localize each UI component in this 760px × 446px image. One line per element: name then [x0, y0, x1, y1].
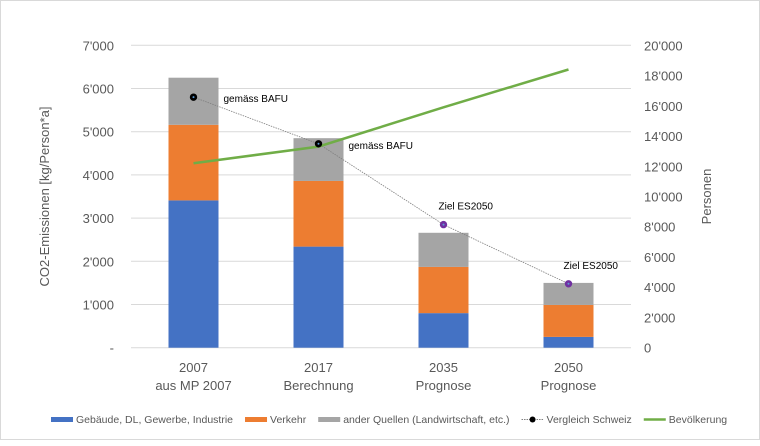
comparison-marker-dot: [192, 96, 195, 99]
population-line: [193, 68, 569, 165]
bar-segment: [168, 77, 219, 125]
bar-segment: [293, 180, 344, 247]
x-tick-label: 2035: [429, 360, 458, 375]
y2-tick-label: 18'000: [644, 69, 683, 84]
y2-tick-label: 10'000: [644, 190, 683, 205]
bar-segment: [168, 200, 219, 348]
y2-tick-label: 14'000: [644, 129, 683, 144]
legend-label: Bevölkerung: [669, 414, 728, 426]
bar-segment: [418, 266, 469, 314]
legend-label: Vergleich Schweiz: [547, 414, 632, 426]
bar-segment: [543, 304, 594, 337]
y2-tick-label: 4'000: [644, 280, 675, 295]
bar-segment: [543, 336, 594, 348]
comparison-label: gemäss BAFU: [349, 141, 413, 152]
y2-tick-label: 6'000: [644, 250, 675, 265]
y-tick-label: 2'000: [83, 254, 114, 269]
y-tick-label: 4'000: [83, 168, 114, 183]
y2-tick-label: 2'000: [644, 310, 675, 325]
legend-label: Verkehr: [270, 414, 307, 426]
x-tick-label: 2017: [304, 360, 333, 375]
x-tick-label: Berechnung: [283, 378, 353, 393]
bar-segment: [543, 282, 594, 305]
y2-tick-label: 8'000: [644, 220, 675, 235]
legend-label: Gebäude, DL, Gewerbe, Industrie: [76, 414, 233, 426]
y-tick-label: 1'000: [83, 298, 114, 313]
y2-tick-label: 0: [644, 341, 651, 356]
y-axis-title: CO2-Emissionen [kg/Person*a]: [37, 107, 52, 287]
y-tick-label: 7'000: [83, 38, 114, 53]
y-tick-label: -: [110, 341, 114, 356]
comparison-label: Ziel ES2050: [564, 261, 619, 272]
legend-swatch: [245, 417, 268, 422]
y2-tick-label: 20'000: [644, 38, 683, 53]
bar-segment: [418, 232, 469, 267]
comparison-label: gemäss BAFU: [224, 94, 288, 105]
legend-label: ander Quellen (Landwirtschaft, etc.): [343, 414, 509, 426]
comparison-marker-dot: [567, 282, 570, 285]
legend-swatch: [318, 417, 341, 422]
y2-tick-label: 16'000: [644, 99, 683, 114]
bar-segment: [293, 246, 344, 348]
y-tick-label: 5'000: [83, 125, 114, 140]
comparison-marker-dot: [317, 142, 320, 145]
x-tick-label: Prognose: [416, 378, 472, 393]
x-tick-label: aus MP 2007: [155, 378, 231, 393]
x-tick-label: 2050: [554, 360, 583, 375]
legend-marker: [529, 416, 536, 423]
x-tick-label: 2007: [179, 360, 208, 375]
y-tick-label: 3'000: [83, 211, 114, 226]
comparison-marker-dot: [442, 223, 445, 226]
legend-swatch: [51, 417, 73, 422]
bar-segment: [418, 313, 469, 348]
y-tick-label: 6'000: [83, 82, 114, 97]
y2-axis-title: Personen: [699, 169, 714, 225]
y2-tick-label: 12'000: [644, 159, 683, 174]
x-tick-label: Prognose: [541, 378, 597, 393]
comparison-label: Ziel ES2050: [439, 202, 494, 213]
comparison-line: [193, 96, 569, 285]
